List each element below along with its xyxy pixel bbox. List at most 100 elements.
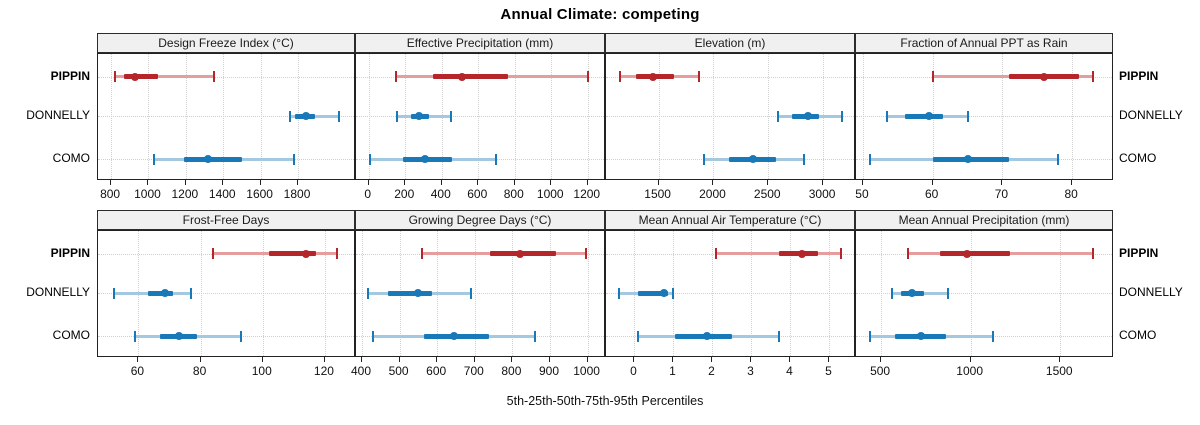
whisker-cap-95th [840,110,843,122]
axis-tick-label: 1600 [246,187,273,201]
whisker-cap-5th [868,153,871,165]
median-dot [916,332,925,341]
whisker-cap-95th [586,71,589,83]
whisker-cap-95th [802,153,805,165]
interval-5-95 [716,252,842,256]
panel-title: Design Freeze Index (°C) [158,36,294,50]
site-label-right: PIPPIN [1119,68,1159,83]
axis-tick-label: 800 [501,364,522,378]
axis-tick-label: 500 [870,364,891,378]
axis-tick [672,357,674,362]
whisker-cap-95th [338,110,341,122]
axis-tick-label: 400 [350,364,372,378]
axis-tick [404,180,406,185]
panel-body [355,230,605,357]
median-dot [963,249,972,258]
y-gridline [356,116,604,118]
axis-tick [222,180,224,185]
whisker-cap-5th [366,287,369,299]
axis-tick [473,357,475,362]
whisker-cap-95th [672,287,675,299]
median-dot [131,72,140,81]
whisker-cap-95th [494,153,497,165]
axis-tick-label: 120 [313,364,334,378]
whisker-cap-95th [190,287,193,299]
median-dot [803,112,812,121]
axis-tick-label: 60 [130,364,145,378]
site-label-left: COMO [52,328,90,343]
axis-tick-label: 0 [630,364,637,378]
axis-tick [398,357,400,362]
axis-tick [137,357,139,362]
axis-tick [147,180,149,185]
axis-tick [199,357,201,362]
median-dot [925,112,934,121]
axis-tick [712,180,714,185]
site-label-right: COMO [1119,151,1157,166]
whisker-cap-5th [869,330,872,342]
whisker-cap-5th [153,153,156,165]
axis-tick [822,180,824,185]
axis-tick [110,180,112,185]
whisker-cap-5th [134,330,137,342]
axis-tick [436,357,438,362]
chart-title: Annual Climate: competing [500,6,700,23]
axis-tick-label: 2000 [699,187,726,201]
whisker-cap-5th [288,110,291,122]
site-label-right: PIPPIN [1119,245,1159,260]
axis-tick [969,357,971,362]
axis-tick-label: 1400 [208,187,236,201]
whisker-cap-95th [336,248,339,260]
median-dot [798,249,807,258]
panel-body [605,230,855,357]
y-gridline [606,116,854,118]
axis-tick [789,357,791,362]
median-dot [450,332,459,341]
whisker-cap-95th [584,248,587,260]
axis-tick-label: 5 [825,364,832,378]
y-gridline [98,76,354,78]
axis-tick-label: 600 [467,187,488,201]
axis-tick-label: 60 [925,187,939,201]
axis-tick [184,180,186,185]
axis-tick [323,357,325,362]
axis-tick [1001,180,1003,185]
interval-25-75 [638,290,668,296]
y-gridline [606,76,854,78]
whisker-cap-95th [470,287,473,299]
axis-tick-label: 800 [503,187,524,201]
y-gridline [356,293,604,295]
median-dot [702,332,711,341]
median-dot [457,72,466,81]
site-label-left: PIPPIN [50,245,90,260]
site-label-right: COMO [1119,328,1157,343]
axis-tick-label: 50 [855,187,869,201]
whisker-cap-5th [619,71,622,83]
axis-tick-label: 2500 [753,187,781,201]
panel-title: Frost-Free Days [182,213,270,227]
axis-tick [511,357,513,362]
whisker-cap-5th [372,330,375,342]
whisker-cap-95th [1057,153,1060,165]
whisker-cap-5th [396,110,399,122]
whisker-cap-95th [992,330,995,342]
interval-25-75 [184,156,242,162]
axis-tick-label: 1200 [171,187,199,201]
site-label-left: COMO [52,151,90,166]
median-dot [963,155,972,164]
panel-body [605,53,855,180]
panel-title: Mean Annual Precipitation (mm) [898,213,1070,227]
axis-tick [513,180,515,185]
axis-tick [750,357,752,362]
axis-tick [440,180,442,185]
whisker-cap-95th [777,330,780,342]
site-label-right: DONNELLY [1119,108,1183,123]
axis-tick [828,357,830,362]
panel-strip: Frost-Free Days [97,210,355,230]
axis-tick [550,180,552,185]
panel-title: Elevation (m) [694,36,766,50]
axis-tick-label: 1500 [644,187,671,201]
whisker-cap-5th [715,248,718,260]
panel-strip: Elevation (m) [605,33,855,53]
